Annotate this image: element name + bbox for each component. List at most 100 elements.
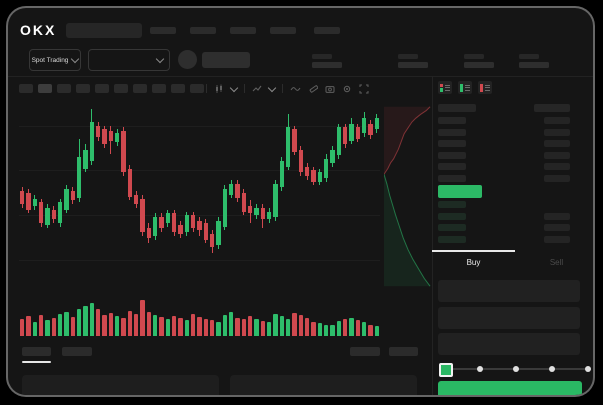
volume-bar xyxy=(51,317,56,336)
ask-row-amount[interactable] xyxy=(544,151,570,159)
bid-row-price[interactable] xyxy=(438,235,466,243)
ask-row-price[interactable] xyxy=(438,151,466,159)
volume-bar xyxy=(172,316,177,336)
nav-item[interactable] xyxy=(190,27,216,34)
volume-bar xyxy=(197,317,202,336)
timeframe-button[interactable] xyxy=(19,84,33,93)
timeframe-button[interactable] xyxy=(152,84,166,93)
buy-button[interactable] xyxy=(438,381,582,395)
line-tool-icon[interactable] xyxy=(290,84,301,94)
bid-row-amount[interactable] xyxy=(544,224,570,231)
ask-row-price[interactable] xyxy=(438,140,466,147)
ask-row-amount[interactable] xyxy=(544,174,570,182)
tab-sell[interactable]: Sell xyxy=(549,257,564,267)
fullscreen-icon[interactable] xyxy=(359,84,369,94)
timeframe-button[interactable] xyxy=(133,84,147,93)
volume-bar xyxy=(273,313,278,336)
bid-row-price[interactable] xyxy=(438,201,466,208)
candle xyxy=(273,179,278,221)
slider-stop[interactable] xyxy=(585,366,591,372)
slider-stop[interactable] xyxy=(477,366,483,372)
volume-bar xyxy=(210,320,215,336)
ask-row-price[interactable] xyxy=(438,128,466,136)
timeframe-button[interactable] xyxy=(95,84,109,93)
timeframe-button[interactable] xyxy=(114,84,128,93)
bid-row-amount[interactable] xyxy=(544,235,570,243)
candle xyxy=(134,191,139,208)
nav-item[interactable] xyxy=(314,27,340,34)
ask-row-price[interactable] xyxy=(438,163,466,170)
chevron-down-icon[interactable] xyxy=(229,83,239,92)
chevron-down-icon xyxy=(71,54,80,64)
bottom-tab[interactable] xyxy=(62,347,92,356)
bid-row-price[interactable] xyxy=(438,212,466,220)
volume-bar xyxy=(102,315,107,336)
orderbook-last-price-highlight[interactable] xyxy=(438,185,482,198)
volume-bar xyxy=(355,320,360,336)
total-input[interactable] xyxy=(438,333,580,355)
ask-row-amount[interactable] xyxy=(544,140,570,147)
orders-panel-left xyxy=(22,375,219,395)
amount-slider-handle[interactable] xyxy=(439,363,453,377)
timeframe-button[interactable] xyxy=(38,84,52,93)
market-type-dropdown[interactable]: Spot Trading xyxy=(29,49,81,71)
timeframe-button[interactable] xyxy=(190,84,204,93)
price-input[interactable] xyxy=(438,280,580,302)
volume-bar xyxy=(298,315,303,336)
volume-bar xyxy=(121,317,126,336)
indicator-icon[interactable] xyxy=(252,84,262,94)
bottom-tab[interactable] xyxy=(22,347,51,356)
candle xyxy=(241,189,246,216)
nav-item[interactable] xyxy=(270,27,296,34)
last-price-placeholder xyxy=(202,52,250,68)
orderbook-header-price xyxy=(438,104,476,112)
volume-bar xyxy=(374,326,379,336)
timeframe-button[interactable] xyxy=(171,84,185,93)
search-input[interactable] xyxy=(66,23,142,38)
volume-bar xyxy=(229,312,234,336)
ask-row-amount[interactable] xyxy=(544,128,570,136)
pair-selector-dropdown[interactable] xyxy=(88,49,170,71)
volume-bar xyxy=(153,315,158,336)
candle xyxy=(89,108,94,165)
header-divider xyxy=(8,76,593,77)
camera-icon[interactable] xyxy=(325,84,335,94)
bottom-action-button[interactable] xyxy=(389,347,418,356)
stat-group xyxy=(464,54,494,68)
candle xyxy=(64,185,69,214)
volume-bar xyxy=(222,315,227,336)
ask-row-amount[interactable] xyxy=(544,163,570,170)
amount-input[interactable] xyxy=(438,307,580,329)
timeframe-button[interactable] xyxy=(76,84,90,93)
nav-item[interactable] xyxy=(230,27,256,34)
candle xyxy=(216,217,221,249)
orderbook-toggle-asks-only-icon[interactable] xyxy=(478,81,492,94)
chevron-down-icon[interactable] xyxy=(267,83,277,92)
bid-row-amount[interactable] xyxy=(544,212,570,220)
ask-row-price[interactable] xyxy=(438,117,466,124)
candle xyxy=(324,153,329,182)
bottom-action-button[interactable] xyxy=(350,347,380,356)
volume-bar xyxy=(83,306,88,336)
settings-icon[interactable] xyxy=(342,84,352,94)
slider-stop[interactable] xyxy=(549,366,555,372)
bid-row-price[interactable] xyxy=(438,224,466,231)
candle xyxy=(184,211,189,236)
draw-tool-icon[interactable] xyxy=(308,84,318,94)
orderbook-toggle-bids-only-icon[interactable] xyxy=(458,81,472,94)
app-window: OKX Spot Trading xyxy=(6,6,595,397)
gridline xyxy=(19,260,380,262)
candle xyxy=(70,187,75,205)
candle xyxy=(191,211,196,233)
timeframe-button[interactable] xyxy=(57,84,71,93)
tab-buy[interactable]: Buy xyxy=(432,250,515,272)
nav-item[interactable] xyxy=(150,27,176,34)
orderbook-toggle-combined-book-icon[interactable] xyxy=(438,81,452,94)
slider-stop[interactable] xyxy=(513,366,519,372)
candle xyxy=(267,207,272,223)
candle xyxy=(121,127,126,177)
chart-style-icon[interactable] xyxy=(214,84,224,94)
ask-row-price[interactable] xyxy=(438,174,466,182)
volume-bar xyxy=(286,318,291,336)
ask-row-amount[interactable] xyxy=(544,117,570,124)
